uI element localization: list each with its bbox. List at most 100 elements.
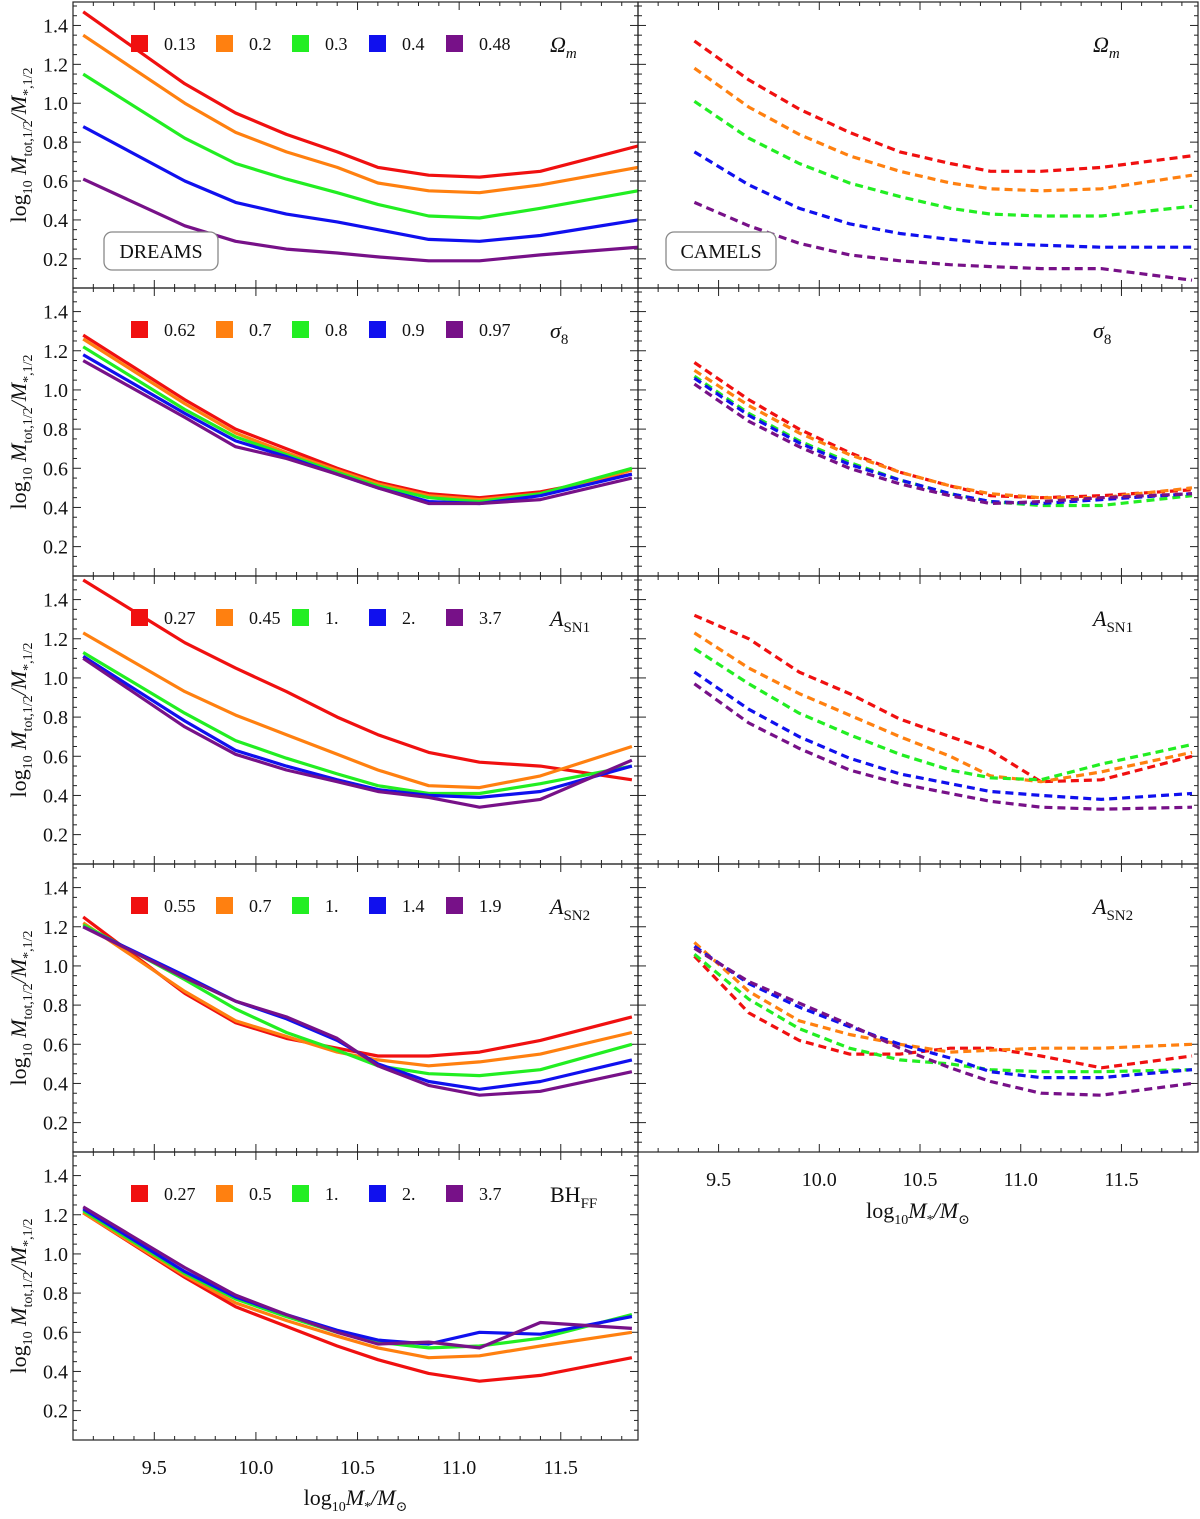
legend-swatch	[369, 897, 386, 914]
panel-camels-3: ASN1	[637, 575, 1199, 865]
legend-swatch	[292, 609, 309, 626]
series-group	[693, 941, 1193, 1097]
legend-label: 0.3	[325, 34, 348, 54]
legend-label: 0.97	[479, 320, 511, 340]
y-tick-label: 1.2	[43, 917, 68, 939]
param-label: σ8	[1093, 318, 1111, 348]
legend-swatch	[369, 321, 386, 338]
y-axis-label-part: /M	[6, 94, 31, 122]
y-axis-label-part: M	[6, 1306, 31, 1332]
y-tick-label: 1.4	[43, 590, 68, 612]
legend-label: 0.5	[249, 1184, 272, 1204]
y-axis-label-part: M	[6, 442, 31, 468]
x-axis-label-part: log	[304, 1485, 332, 1510]
legend-label: 1.9	[479, 896, 502, 916]
legend-label: 0.13	[164, 34, 196, 54]
y-tick-label: 1.0	[43, 1244, 68, 1266]
panel-camels-2: σ8	[637, 287, 1199, 577]
y-axis-label-part: log	[6, 1057, 31, 1085]
series-line-0p7	[82, 921, 633, 1068]
y-axis-label-part: /M	[6, 381, 31, 409]
panel-frame	[637, 287, 1199, 577]
param-main: Ω	[550, 32, 566, 57]
legend-swatch	[446, 609, 463, 626]
param-sub: m	[566, 46, 577, 62]
source-label: DREAMS	[119, 241, 202, 263]
y-tick-label: 0.8	[43, 1283, 68, 1305]
series-line-1p4	[82, 925, 633, 1091]
series-line-2p	[82, 655, 633, 800]
legend-swatch	[131, 321, 148, 338]
legend-swatch	[292, 321, 309, 338]
y-axis-label-part: 10	[21, 1331, 36, 1345]
y-axis-label-part: *,1/2	[21, 931, 36, 959]
series-line-0p13	[693, 39, 1193, 173]
param-main: σ	[550, 318, 562, 343]
y-tick-label: 1.2	[43, 341, 68, 363]
y-tick-label: 0.6	[43, 1322, 68, 1344]
y-tick-label: 0.2	[43, 249, 68, 271]
legend-label: 0.45	[249, 608, 281, 628]
y-axis-label-part: /M	[6, 957, 31, 985]
y-tick-label: 0.4	[43, 1361, 68, 1383]
x-axis-label-part: log	[866, 1198, 894, 1223]
series-line-1p4	[693, 944, 1193, 1080]
series-line-0p5	[82, 1211, 633, 1360]
param-sub: 8	[561, 332, 569, 348]
param-label: ASN1	[548, 606, 590, 636]
x-axis-label-part: /M	[369, 1485, 397, 1510]
legend-label: 2.	[402, 608, 416, 628]
x-axis-label-part: 10	[332, 1500, 346, 1515]
param-sub: SN1	[563, 620, 590, 636]
legend-label: 0.4	[402, 34, 425, 54]
y-axis-label-part: log	[6, 769, 31, 797]
legend-swatch	[446, 321, 463, 338]
param-label: ASN1	[1091, 606, 1133, 636]
y-tick-label: 0.8	[43, 707, 68, 729]
y-tick-label: 0.8	[43, 132, 68, 154]
series-line-0p8	[82, 345, 633, 504]
param-main: A	[1091, 894, 1107, 919]
series-group	[82, 1205, 633, 1383]
series-line-0p27	[82, 1211, 633, 1383]
series-group	[693, 613, 1193, 811]
y-axis-label: log10 Mtot,1/2/M*,1/2	[6, 1219, 36, 1374]
x-axis-label: log10M*/M⊙	[866, 1198, 970, 1228]
param-main: A	[1091, 606, 1107, 631]
x-tick-label: 9.5	[706, 1169, 731, 1191]
y-tick-label: 1.2	[43, 629, 68, 651]
x-tick-label: 11.0	[442, 1457, 476, 1479]
series-line-0p2	[82, 33, 638, 195]
x-tick-label: 10.5	[903, 1169, 938, 1191]
series-line-0p27	[82, 578, 633, 782]
series-line-0p97	[693, 382, 1193, 506]
series-line-1p	[82, 651, 633, 796]
y-tick-label: 1.0	[43, 93, 68, 115]
series-line-0p45	[693, 631, 1193, 784]
y-tick-label: 0.2	[43, 537, 68, 559]
legend-label: 0.27	[164, 608, 196, 628]
panel-camels-4: ASN2	[637, 863, 1199, 1153]
series-line-0p97	[82, 359, 633, 506]
y-tick-label: 0.4	[43, 210, 68, 232]
legend-swatch	[216, 321, 233, 338]
series-line-0p9	[693, 376, 1193, 506]
param-sub: 8	[1104, 332, 1112, 348]
legend-swatch	[292, 35, 309, 52]
param-sub: FF	[581, 1196, 598, 1212]
series-group	[693, 361, 1193, 508]
legend-swatch	[369, 35, 386, 52]
series-line-0p4	[82, 125, 638, 243]
y-axis-label-part: 10	[21, 755, 36, 769]
y-axis-label-part: log	[6, 194, 31, 222]
x-axis-label-part: ⊙	[958, 1213, 970, 1228]
series-line-0p55	[693, 954, 1193, 1070]
series-group	[82, 333, 633, 506]
series-line-0p27	[693, 613, 1193, 784]
y-tick-label: 0.6	[43, 171, 68, 193]
param-label: Ωm	[550, 32, 577, 62]
legend-swatch	[292, 1185, 309, 1202]
y-axis-label: log10 Mtot,1/2/M*,1/2	[6, 68, 36, 223]
source-label: CAMELS	[680, 241, 761, 263]
legend-swatch	[131, 897, 148, 914]
